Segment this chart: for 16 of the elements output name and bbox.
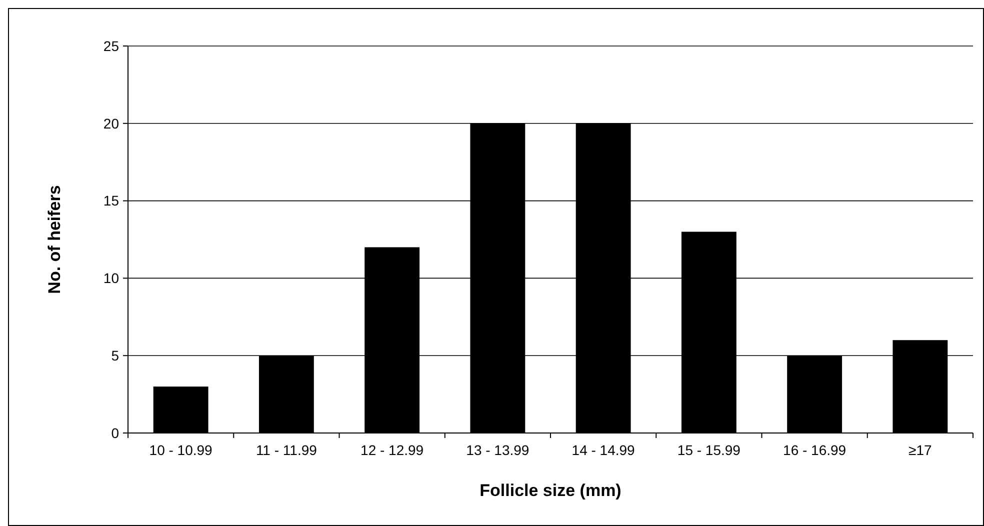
x-tick-label: 10 - 10.99 xyxy=(149,442,213,458)
y-tick-label: 10 xyxy=(103,270,120,286)
y-tick-label: 20 xyxy=(103,115,120,132)
x-tick-label: 13 - 13.99 xyxy=(466,442,530,458)
x-tick-label: ≥17 xyxy=(908,442,932,458)
y-axis-title: No. of heifers xyxy=(45,185,64,294)
y-tick-label: 25 xyxy=(103,38,120,54)
x-tick-label: 11 - 11.99 xyxy=(256,442,318,458)
x-tick-label: 12 - 12.99 xyxy=(360,442,424,458)
y-tick-label: 0 xyxy=(111,424,120,441)
x-axis-title: Follicle size (mm) xyxy=(480,481,622,500)
x-tick-label: 16 - 16.99 xyxy=(783,442,846,458)
x-tick-label: 14 - 14.99 xyxy=(572,442,636,458)
x-tick-label: 15 - 15.99 xyxy=(677,442,741,458)
y-tick-label: 15 xyxy=(103,192,120,209)
y-tick-label: 5 xyxy=(111,348,120,364)
